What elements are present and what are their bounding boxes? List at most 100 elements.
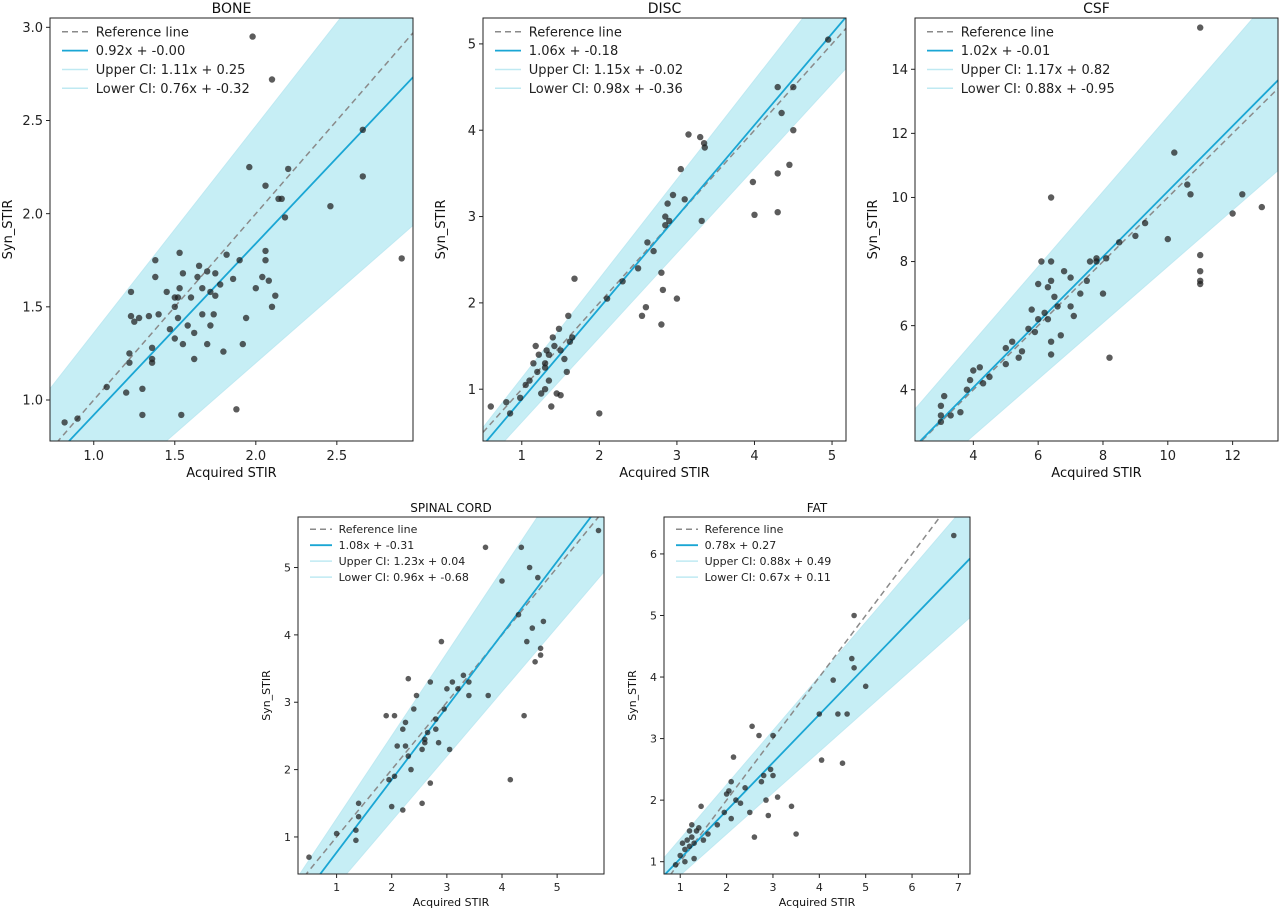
data-point [830,677,836,683]
data-point [145,312,153,320]
axes-frame [49,17,414,442]
reference-line [305,517,600,874]
x-axis-label: Acquired STIR [1051,466,1141,481]
data-point [537,645,544,652]
data-point [1057,332,1065,339]
chart-title: DISC [648,1,682,17]
reference-line [57,32,413,441]
data-point [466,679,472,685]
data-point [786,161,793,168]
data-point [1047,194,1055,201]
x-axis-label: Acquired STIR [186,466,276,481]
data-point [669,191,677,199]
data-point [383,712,390,719]
data-point [966,376,974,384]
data-point [179,340,187,348]
data-point [642,304,650,311]
chart-title: BONE [212,1,252,17]
data-point [742,785,748,791]
data-point [123,389,130,396]
data-point [1070,312,1078,320]
data-point [61,419,68,426]
data-point [433,726,439,732]
data-point [262,182,269,189]
data-point [278,195,285,202]
data-point [517,394,524,401]
data-point [127,288,135,296]
legend-upper-ci-label: Upper CI: 1.11x + 0.25 [96,63,246,78]
data-point [565,312,572,319]
data-point [386,776,392,783]
data-point [1067,274,1074,281]
legend-upper-ci-label: Upper CI: 1.17x + 0.82 [961,63,1111,78]
data-point [1031,328,1039,336]
legend-lower-ci-label: Lower CI: 0.76x + -0.32 [96,82,250,97]
fit-line [485,18,846,441]
data-point [563,368,570,376]
data-point [774,83,781,91]
y-tick-label: 2 [468,297,476,312]
data-point [535,574,541,581]
data-point [191,355,198,363]
data-point [561,355,568,363]
upper-ci-line [299,517,539,874]
legend: Reference line 0.78x + 0.27 Upper CI: 0.88… [676,523,831,584]
y-tick-label: 2.5 [22,114,43,129]
legend: Reference line 1.08x + -0.31 Upper CI: 1.2… [310,523,469,584]
data-point [163,288,170,296]
data-point [249,33,256,40]
data-point [1009,338,1016,345]
x-tick-label: 5 [828,449,836,464]
data-point [937,418,945,425]
data-point [1093,258,1100,265]
data-point [281,214,289,221]
data-point [545,377,553,384]
x-tick-label: 1.5 [164,449,185,464]
x-tick-label: 2 [388,881,395,894]
data-point [532,342,539,350]
data-point [199,311,206,318]
data-point [976,364,983,371]
data-point [394,743,401,749]
data-point [555,325,563,332]
data-point [176,249,183,256]
y-tick-label: 5 [650,609,657,622]
data-point [698,803,704,810]
x-tick-label: 3 [443,881,450,894]
data-point [285,165,292,173]
data-point [427,679,434,685]
data-point [405,753,412,759]
reference-line [920,87,1278,441]
x-axis-label: Acquired STIR [619,466,709,481]
data-point [662,222,669,229]
data-point [433,716,439,722]
y-tick-label: 8 [900,255,908,270]
data-point [679,840,686,846]
data-point [849,655,855,662]
data-point [726,788,732,794]
data-point [526,377,533,384]
y-tick-label: 1.5 [22,301,43,316]
data-point [681,196,688,203]
x-tick-label: 6 [909,881,916,894]
data-point [557,347,564,354]
data-point [1083,277,1091,284]
data-point [1047,351,1055,358]
data-point [793,831,799,837]
data-point [207,322,214,329]
data-point [603,295,611,302]
data-point [529,625,536,631]
data-point [535,351,542,358]
data-point [1060,268,1068,275]
data-point [540,618,547,625]
data-point [355,800,362,807]
data-point [634,265,642,272]
legend-fit-label: 0.78x + 0.27 [705,539,777,552]
x-tick-label: 3 [673,449,681,464]
y-axis-label: Syn_STIR [434,200,449,260]
data-point [212,270,219,277]
data-point [184,322,191,329]
data-point [262,257,269,264]
data-point [460,672,467,679]
